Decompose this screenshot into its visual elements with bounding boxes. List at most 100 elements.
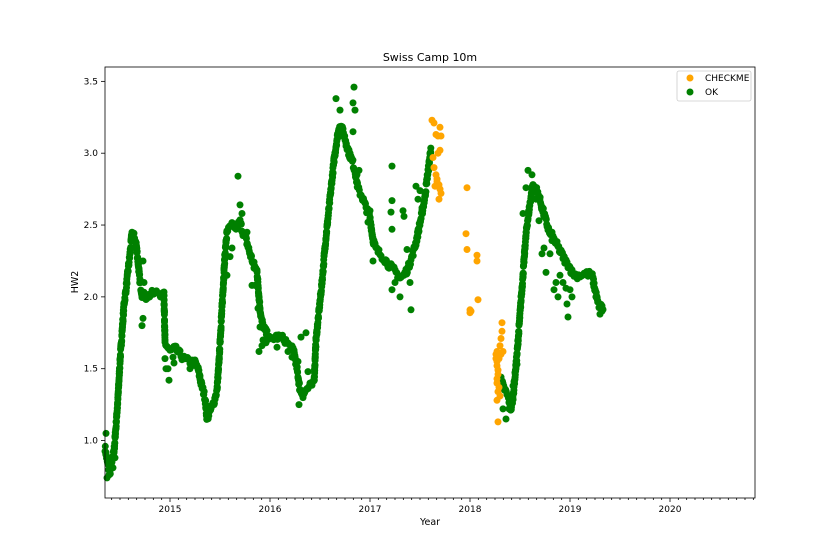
ok-point	[396, 293, 404, 301]
checkme-point	[473, 251, 481, 259]
ok-point	[540, 244, 548, 252]
ok-point	[288, 353, 296, 361]
y-axis-title: HW2	[70, 271, 81, 294]
ok-point	[223, 271, 231, 279]
ok-point	[176, 347, 184, 355]
legend: CHECKME OK	[676, 70, 752, 102]
ok-point	[351, 106, 359, 114]
ok-point	[370, 238, 378, 246]
ok-point	[165, 376, 173, 384]
checkme-point	[429, 154, 437, 161]
ok-point	[388, 286, 396, 294]
ok-point	[415, 227, 423, 235]
checkme-point	[431, 182, 439, 190]
checkme-point	[434, 149, 442, 157]
checkme-point	[498, 327, 506, 335]
ok-point	[350, 83, 358, 91]
ok-point	[564, 313, 572, 321]
ok-point	[302, 329, 310, 337]
ok-point	[160, 308, 168, 316]
ok-point	[111, 454, 119, 462]
checkme-point	[433, 175, 441, 183]
x-tick-label: 2017	[359, 505, 382, 515]
y-tick-label: 2.5	[84, 221, 98, 231]
ok-point	[170, 359, 178, 367]
data-points-group	[101, 83, 607, 482]
ok-point	[519, 210, 527, 217]
ok-point	[246, 250, 254, 258]
checkme-point	[493, 396, 501, 404]
ok-point	[186, 365, 194, 373]
ok-point	[319, 276, 326, 284]
ok-point	[422, 188, 430, 196]
ok-point	[399, 207, 407, 215]
ok-point	[388, 162, 396, 170]
ok-point	[118, 332, 126, 340]
ok-point	[138, 322, 146, 330]
ok-point	[556, 271, 564, 279]
checkme-point	[430, 164, 438, 172]
ok-point	[538, 250, 546, 258]
ok-point	[346, 149, 354, 157]
ok-point	[326, 199, 334, 207]
ok-point	[251, 281, 259, 289]
legend-label-checkme: CHECKME	[705, 74, 750, 84]
series-ok-points	[101, 83, 607, 482]
ok-point	[368, 230, 376, 238]
ok-point	[336, 106, 344, 114]
ok-point	[228, 244, 236, 252]
checkme-point	[494, 418, 502, 426]
ok-point	[554, 293, 562, 301]
ok-point	[200, 388, 208, 395]
ok-point	[105, 471, 113, 479]
ok-point	[388, 197, 396, 205]
ok-point	[407, 306, 415, 314]
ok-point	[515, 330, 523, 337]
ok-point	[548, 228, 556, 236]
ok-point	[284, 348, 292, 355]
ok-point	[256, 298, 264, 306]
ok-point	[161, 355, 169, 363]
ok-point	[306, 379, 314, 387]
ok-point	[217, 323, 225, 331]
ok-point	[133, 247, 141, 255]
x-tick-label: 2016	[259, 505, 282, 515]
ok-point	[355, 166, 363, 174]
ok-point	[196, 372, 204, 380]
ok-point	[139, 257, 147, 265]
ok-point	[369, 257, 377, 265]
checkme-point	[435, 195, 443, 203]
plot-area-frame	[104, 66, 756, 499]
ok-point	[263, 327, 271, 335]
x-tick-label: 2020	[659, 505, 682, 515]
checkme-point	[473, 257, 481, 265]
ok-point	[223, 235, 231, 243]
ok-point	[388, 225, 396, 233]
ok-point	[139, 314, 147, 322]
checkme-point	[462, 230, 470, 238]
ok-point	[364, 218, 372, 226]
ok-point	[505, 405, 513, 413]
ok-point	[295, 401, 303, 409]
ok-point	[304, 368, 312, 376]
ok-point	[329, 169, 337, 177]
checkme-point	[463, 246, 471, 253]
ok-point	[160, 300, 168, 308]
ok-point	[120, 307, 128, 315]
ok-point	[502, 415, 510, 423]
ok-point	[391, 279, 399, 286]
ok-point	[598, 307, 606, 315]
checkme-point	[498, 319, 506, 327]
ok-point	[121, 296, 129, 304]
ok-point	[238, 210, 246, 217]
ok-point	[387, 208, 395, 216]
ok-point	[342, 142, 350, 150]
ok-point	[568, 293, 576, 301]
ok-point	[216, 345, 224, 353]
ok-point	[297, 333, 305, 341]
ok-point	[273, 343, 281, 351]
checkme-point	[430, 119, 438, 127]
legend-marker-checkme	[686, 74, 694, 82]
